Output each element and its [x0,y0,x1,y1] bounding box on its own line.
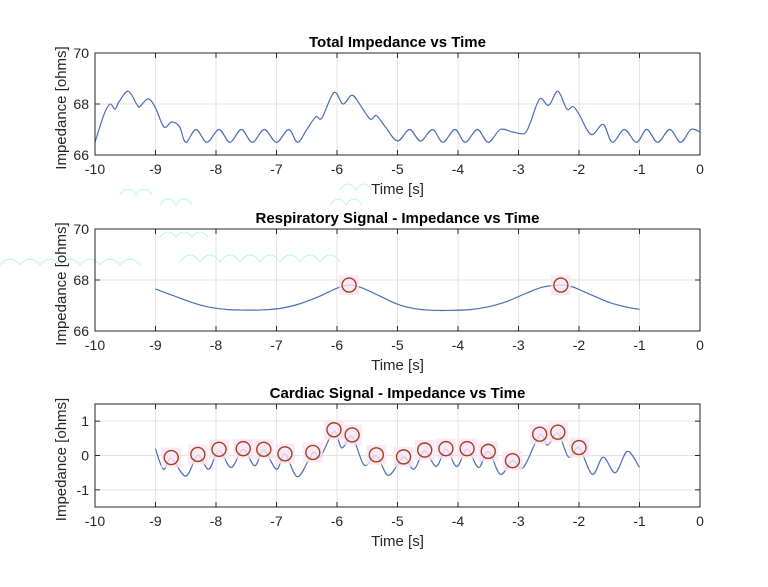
y-tick-label: 66 [73,323,89,339]
peak-marker [459,440,475,457]
peak-marker [553,277,569,293]
x-axis-label: Time [s] [371,533,424,550]
y-tick-label: 70 [73,45,89,61]
peak-marker [417,442,433,458]
peak-marker [341,277,357,293]
y-axis-label: Impedance [ohms] [53,46,70,169]
y-tick-label: 70 [73,221,89,237]
chart-title: Cardiac Signal - Impedance vs Time [270,385,526,402]
x-tick-label: -2 [573,513,586,529]
x-tick-label: -7 [270,513,283,529]
x-tick-label: -6 [331,337,344,353]
x-tick-label: -5 [391,513,404,529]
peak-marker [326,422,342,438]
x-tick-label: -6 [331,161,344,177]
x-tick-label: -3 [512,337,525,353]
x-tick-label: -10 [85,513,105,529]
y-tick-label: 68 [73,96,89,112]
y-tick-label: 0 [81,448,89,464]
y-tick-label: -1 [77,482,90,498]
peak-marker [504,452,521,469]
x-tick-label: -4 [452,513,465,529]
chart-title: Respiratory Signal - Impedance vs Time [256,210,540,227]
axes-cardiac-signal: -10 -9 -8 -7 -6 -5 -4 -3 -2 -1 0-101 Cardiac Signa… [53,385,704,550]
x-axis-label: Time [s] [371,357,424,374]
x-tick-label: -8 [210,513,223,529]
x-tick-label: -1 [633,337,646,353]
peak-marker [235,440,251,457]
peak-marker [368,447,385,463]
x-axis-label: Time [s] [371,181,424,198]
x-tick-label: -10 [85,161,105,177]
peak-marker [531,426,548,442]
x-tick-label: -3 [512,161,525,177]
y-tick-label: 68 [73,272,89,288]
x-tick-label: -4 [452,161,465,177]
x-tick-label: 0 [696,513,704,529]
x-tick-label: -1 [633,513,646,529]
x-tick-label: -5 [391,161,404,177]
y-tick-label: 66 [73,147,89,163]
x-tick-label: -8 [210,337,223,353]
x-tick-label: -3 [512,513,525,529]
y-tick-label: 1 [81,413,89,429]
background-artifacts [0,183,373,266]
x-tick-label: -5 [391,337,404,353]
peak-marker [344,427,360,443]
peak-marker [256,441,272,458]
peak-marker [190,446,206,463]
x-tick-label: -9 [149,337,162,353]
peak-marker [438,440,454,457]
x-tick-label: -7 [270,337,283,353]
x-tick-label: -10 [85,337,105,353]
peak-marker [277,446,293,462]
x-tick-label: -9 [149,513,162,529]
x-tick-label: -9 [149,161,162,177]
peak-marker [305,444,321,461]
x-tick-label: 0 [696,337,704,353]
peak-marker [163,449,179,466]
peak-marker [395,449,412,465]
x-tick-label: -7 [270,161,283,177]
chart-title: Total Impedance vs Time [309,34,486,51]
y-axis-label: Impedance [ohms] [53,222,70,345]
x-tick-label: -8 [210,161,223,177]
y-axis-label: Impedance [ohms] [53,398,70,521]
peak-marker [480,443,496,460]
x-tick-label: -6 [331,513,344,529]
x-tick-label: -2 [573,161,586,177]
x-tick-label: -4 [452,337,465,353]
x-tick-label: -2 [573,337,586,353]
x-tick-label: 0 [696,161,704,177]
peak-marker [211,441,227,458]
peak-marker [571,439,587,456]
peak-marker [550,424,566,440]
x-tick-label: -1 [633,161,646,177]
series-line [94,90,701,143]
